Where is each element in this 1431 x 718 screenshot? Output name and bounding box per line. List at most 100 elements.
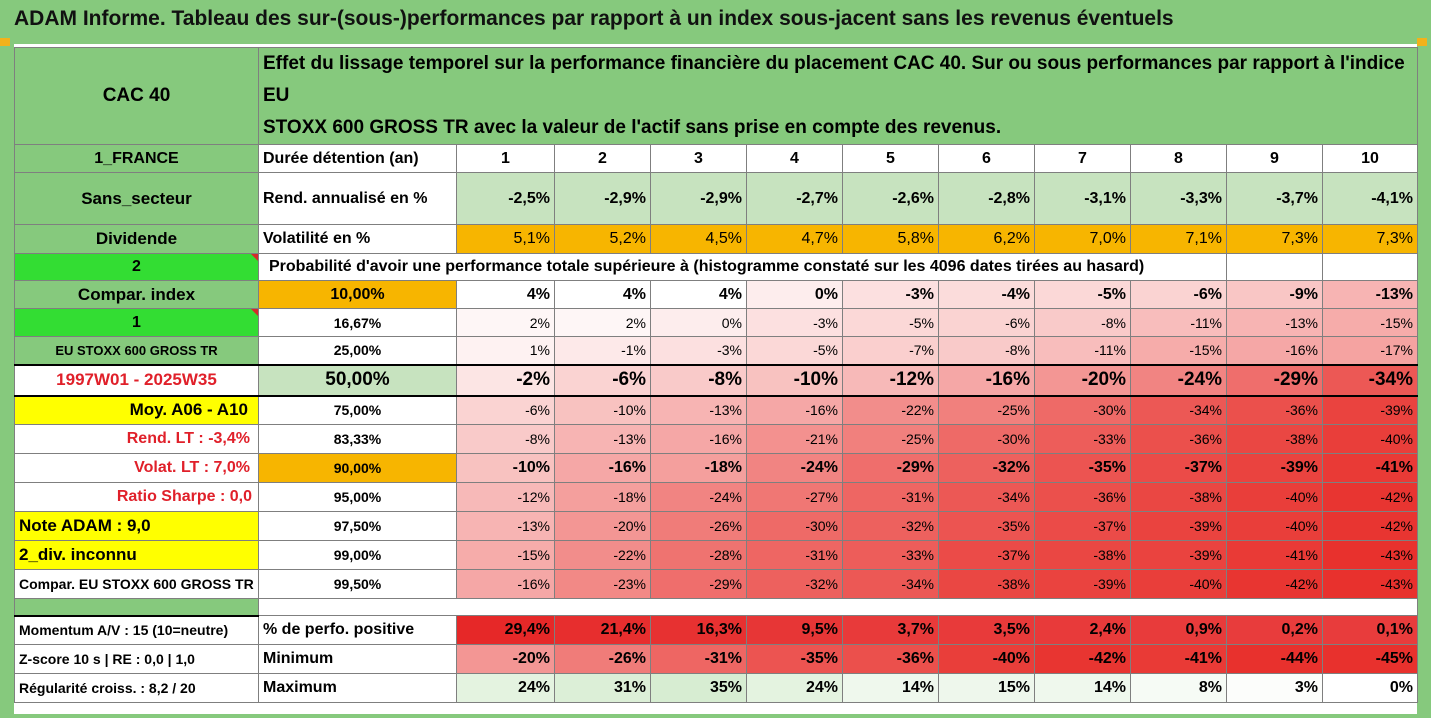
marker-value: 1 bbox=[132, 313, 141, 331]
percentile-value: -10% bbox=[554, 395, 651, 425]
maximum-value: 31% bbox=[554, 673, 651, 703]
percentile-value: -22% bbox=[842, 395, 939, 425]
percentile-value: -5% bbox=[1034, 280, 1131, 309]
year-header: 3 bbox=[650, 144, 747, 173]
percentile-value: -11% bbox=[1130, 308, 1227, 337]
country-label: 1_FRANCE bbox=[14, 144, 259, 173]
percentile-value: -43% bbox=[1322, 569, 1418, 599]
year-header: 1 bbox=[456, 144, 555, 173]
perf-pos-value: 2,4% bbox=[1034, 615, 1131, 645]
proba-label: Probabilité d'avoir une performance tota… bbox=[258, 253, 1227, 281]
minimum-value: -40% bbox=[938, 644, 1035, 674]
rend-value: -3,3% bbox=[1130, 172, 1227, 225]
percentile-value: -5% bbox=[746, 336, 843, 365]
summary-row-label: Maximum bbox=[258, 673, 457, 703]
percentile-label: 90,00% bbox=[258, 453, 457, 483]
rend-value: -2,5% bbox=[456, 172, 555, 225]
percentile-value: -24% bbox=[1130, 364, 1227, 396]
rend-value: -2,7% bbox=[746, 172, 843, 225]
minimum-value: -36% bbox=[842, 644, 939, 674]
rend-value: -3,7% bbox=[1226, 172, 1323, 225]
percentile-value: -13% bbox=[1226, 308, 1323, 337]
percentile-value: -26% bbox=[650, 511, 747, 541]
rend-value: -3,1% bbox=[1034, 172, 1131, 225]
maximum-value: 24% bbox=[746, 673, 843, 703]
spacer-cell bbox=[258, 598, 1418, 616]
compar-index-label: Compar. index bbox=[14, 280, 259, 309]
sharpe-label: Ratio Sharpe : 0,0 bbox=[14, 482, 259, 512]
percentile-value: -6% bbox=[554, 364, 651, 396]
report-title: ADAM Informe. Tableau des sur-(sous-)per… bbox=[0, 0, 1431, 38]
percentile-value: -39% bbox=[1034, 569, 1131, 599]
summary-row-label: % de perfo. positive bbox=[258, 615, 457, 645]
percentile-value: 4% bbox=[456, 280, 555, 309]
percentile-value: 4% bbox=[650, 280, 747, 309]
vol-value: 4,7% bbox=[746, 224, 843, 254]
minimum-value: -35% bbox=[746, 644, 843, 674]
perf-pos-value: 3,5% bbox=[938, 615, 1035, 645]
rend-value: -2,9% bbox=[650, 172, 747, 225]
percentile-value: -36% bbox=[1130, 424, 1227, 454]
rend-label: Rend. annualisé en % bbox=[258, 172, 457, 225]
percentile-value: -29% bbox=[1226, 364, 1323, 396]
rend-value: -2,8% bbox=[938, 172, 1035, 225]
div-label: 2_div. inconnu bbox=[14, 540, 259, 570]
maximum-value: 14% bbox=[1034, 673, 1131, 703]
summary-row: Z-score 10 s | RE : 0,0 | 1,0 Minimum -20%… bbox=[14, 644, 1418, 674]
perf-pos-value: 29,4% bbox=[456, 615, 555, 645]
percentile-value: -38% bbox=[938, 569, 1035, 599]
maximum-value: 3% bbox=[1226, 673, 1323, 703]
percentile-label: 83,33% bbox=[258, 424, 457, 454]
vol-value: 5,8% bbox=[842, 224, 939, 254]
percentile-value: -13% bbox=[554, 424, 651, 454]
dividend-label: Dividende bbox=[14, 224, 259, 254]
perf-pos-value: 3,7% bbox=[842, 615, 939, 645]
percentile-row: 1 16,67% 2% 2% 0% -3% -5% -6% -8% -11% -13% -15% bbox=[14, 308, 1418, 337]
percentile-label: 75,00% bbox=[258, 395, 457, 425]
percentile-value: -30% bbox=[938, 424, 1035, 454]
vol-value: 5,2% bbox=[554, 224, 651, 254]
percentile-row: Ratio Sharpe : 0,0 95,00% -12% -18% -24% -27%… bbox=[14, 482, 1418, 512]
percentile-value: -3% bbox=[650, 336, 747, 365]
percentile-value: -38% bbox=[1226, 424, 1323, 454]
marker-cell-2: 2 bbox=[14, 253, 259, 281]
perf-pos-value: 0,2% bbox=[1226, 615, 1323, 645]
maximum-value: 15% bbox=[938, 673, 1035, 703]
note-label: Note ADAM : 9,0 bbox=[14, 511, 259, 541]
percentile-value: -37% bbox=[1034, 511, 1131, 541]
percentile-value: -6% bbox=[456, 395, 555, 425]
corner-marker bbox=[1417, 38, 1427, 46]
percentile-value: -6% bbox=[938, 308, 1035, 337]
rend-value: -2,9% bbox=[554, 172, 651, 225]
percentile-value: -38% bbox=[1034, 540, 1131, 570]
spacer-cell bbox=[14, 598, 259, 616]
marker-value: 2 bbox=[132, 258, 141, 275]
perf-pos-value: 21,4% bbox=[554, 615, 651, 645]
year-header: 6 bbox=[938, 144, 1035, 173]
rend-value: -2,6% bbox=[842, 172, 939, 225]
percentile-value: -10% bbox=[746, 364, 843, 396]
percentile-value: -16% bbox=[456, 569, 555, 599]
percentile-value: -35% bbox=[1034, 453, 1131, 483]
marker-cell-1: 1 bbox=[14, 308, 259, 337]
index-name-label: EU STOXX 600 GROSS TR bbox=[14, 336, 259, 365]
percentile-value: -23% bbox=[554, 569, 651, 599]
spacer-row bbox=[14, 598, 1418, 616]
percentile-value: -40% bbox=[1130, 569, 1227, 599]
percentile-row: 2_div. inconnu 99,00% -15% -22% -28% -31% -33%… bbox=[14, 540, 1418, 570]
summary-left-label: Momentum A/V : 15 (10=neutre) bbox=[14, 614, 259, 645]
percentile-row: Rend. LT : -3,4% 83,33% -8% -13% -16% -21% -25… bbox=[14, 424, 1418, 454]
perf-pos-value: 16,3% bbox=[650, 615, 747, 645]
percentile-value: -15% bbox=[1130, 336, 1227, 365]
comment-indicator-icon bbox=[251, 309, 258, 316]
vol-value: 7,3% bbox=[1226, 224, 1323, 254]
percentile-value: -12% bbox=[456, 482, 555, 512]
summary-row: Momentum A/V : 15 (10=neutre)% de perfo.… bbox=[14, 614, 1418, 645]
year-header: 9 bbox=[1226, 144, 1323, 173]
percentile-value: -30% bbox=[746, 511, 843, 541]
percentile-value: -34% bbox=[842, 569, 939, 599]
sector-label: Sans_secteur bbox=[14, 172, 259, 225]
percentile-value: -32% bbox=[842, 511, 939, 541]
percentile-value: -36% bbox=[1226, 395, 1323, 425]
percentile-value: -31% bbox=[842, 482, 939, 512]
